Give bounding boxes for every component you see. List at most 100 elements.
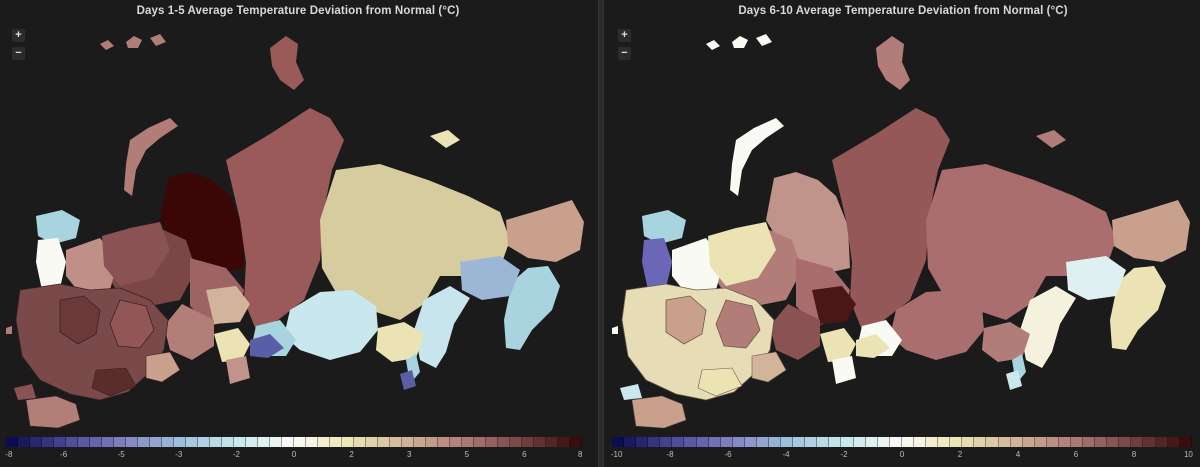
legend-tick-label: 4 xyxy=(1015,450,1021,459)
legend-swatch xyxy=(462,437,474,447)
region-altai[interactable] xyxy=(214,328,250,362)
region-ural[interactable] xyxy=(109,299,155,349)
region-magadan[interactable] xyxy=(1066,256,1126,300)
region-murmansk[interactable] xyxy=(36,210,80,244)
region-tomsk[interactable] xyxy=(812,286,856,324)
legend-swatch xyxy=(744,437,757,447)
legend-swatch xyxy=(636,437,649,447)
region-orenburg[interactable] xyxy=(91,367,137,397)
region-crimea-south[interactable] xyxy=(620,384,642,400)
region-novosibirsk[interactable] xyxy=(770,304,820,360)
region-yakutia[interactable] xyxy=(926,164,1116,320)
legend-swatch xyxy=(186,437,198,447)
legend-swatch xyxy=(414,437,426,447)
region-south-ural[interactable] xyxy=(751,351,787,383)
legend-swatch xyxy=(648,437,661,447)
region-khabarovsk[interactable] xyxy=(1020,286,1076,368)
region-tuva[interactable] xyxy=(250,334,284,358)
legend-swatch xyxy=(474,437,486,447)
russia-region-map xyxy=(612,34,1190,429)
region-chukotka[interactable] xyxy=(1112,200,1190,262)
region-kaliningrad[interactable] xyxy=(612,326,618,334)
zoom-in-button[interactable]: + xyxy=(618,29,631,42)
region-chukotka[interactable] xyxy=(506,200,584,262)
region-magadan[interactable] xyxy=(460,256,520,300)
region-novaya-zemlya[interactable] xyxy=(124,118,178,196)
region-irkutsk[interactable] xyxy=(890,290,984,360)
region-volga[interactable] xyxy=(665,295,707,345)
region-wrangel[interactable] xyxy=(1036,130,1066,148)
region-tomsk[interactable] xyxy=(206,286,250,324)
region-kamchatka[interactable] xyxy=(504,266,560,350)
zoom-out-button[interactable]: − xyxy=(12,47,25,60)
legend-swatch xyxy=(817,437,830,447)
region-tuva[interactable] xyxy=(856,334,890,358)
region-volga[interactable] xyxy=(59,295,101,345)
legend-swatch xyxy=(660,437,673,447)
region-krasnoyarsk[interactable] xyxy=(832,108,950,330)
legend-swatch xyxy=(6,437,18,447)
region-orenburg[interactable] xyxy=(697,367,743,397)
legend-swatch xyxy=(246,437,258,447)
region-european-russia[interactable] xyxy=(15,283,169,401)
legend-swatch xyxy=(829,437,842,447)
region-south-ural[interactable] xyxy=(145,351,181,383)
region-karelia[interactable] xyxy=(642,238,672,290)
region-severnaya-zemlya[interactable] xyxy=(876,36,910,90)
region-amur[interactable] xyxy=(376,322,424,362)
legend-tick-label: 0 xyxy=(291,450,297,459)
zoom-out-button[interactable]: − xyxy=(618,47,631,60)
legend-swatch xyxy=(54,437,66,447)
legend-swatch xyxy=(438,437,450,447)
legend-swatch xyxy=(913,437,927,447)
color-legend-labels: -10 -8 -6 -4 -2 0 2 4 6 8 10 xyxy=(611,450,1193,462)
region-kamchatka[interactable] xyxy=(1110,266,1166,350)
legend-tick-label: -6 xyxy=(724,450,732,459)
legend-swatch xyxy=(986,437,999,447)
region-franz-josef-islands[interactable] xyxy=(100,34,166,50)
legend-swatch xyxy=(974,437,987,447)
region-wrangel[interactable] xyxy=(430,130,460,148)
legend-tick-label: 2 xyxy=(349,450,354,459)
legend-tick-label: 2 xyxy=(957,450,963,459)
region-kemerovo[interactable] xyxy=(226,356,250,384)
region-franz-josef-islands[interactable] xyxy=(706,34,772,50)
legend-swatch xyxy=(450,437,462,447)
region-krasnoyarsk[interactable] xyxy=(226,108,344,330)
legend-swatch xyxy=(66,437,78,447)
region-primorsky[interactable] xyxy=(400,370,416,390)
region-murmansk[interactable] xyxy=(642,210,686,244)
zoom-in-button[interactable]: + xyxy=(12,29,25,42)
region-khabarovsk[interactable] xyxy=(414,286,470,368)
region-kaliningrad[interactable] xyxy=(6,326,12,334)
region-novaya-zemlya[interactable] xyxy=(730,118,784,196)
legend-swatch xyxy=(546,437,558,447)
region-ural[interactable] xyxy=(715,299,761,349)
legend-swatch xyxy=(732,437,745,447)
region-altai[interactable] xyxy=(820,328,856,362)
region-komi[interactable] xyxy=(102,222,170,286)
legend-swatch xyxy=(534,437,546,447)
region-kemerovo[interactable] xyxy=(832,356,856,384)
legend-tick-label: -3 xyxy=(175,450,183,459)
region-primorsky[interactable] xyxy=(1006,370,1022,390)
region-yakutia[interactable] xyxy=(320,164,510,320)
region-karelia[interactable] xyxy=(36,238,66,290)
legend-swatch xyxy=(306,437,318,447)
legend-swatch xyxy=(162,437,174,447)
region-north-caucasus[interactable] xyxy=(25,395,81,429)
legend-tick-label: -4 xyxy=(782,450,790,459)
region-amur[interactable] xyxy=(982,322,1030,362)
region-north-caucasus[interactable] xyxy=(631,395,687,429)
color-legend-bar xyxy=(6,437,582,447)
region-novosibirsk[interactable] xyxy=(164,304,214,360)
legend-swatch xyxy=(781,437,794,447)
legend-swatch xyxy=(1034,437,1047,447)
region-irkutsk[interactable] xyxy=(284,290,378,360)
region-european-russia[interactable] xyxy=(621,283,775,401)
legend-swatch xyxy=(1155,437,1168,447)
region-crimea-south[interactable] xyxy=(14,384,36,400)
region-severnaya-zemlya[interactable] xyxy=(270,36,304,90)
legend-swatch xyxy=(1095,437,1108,447)
region-komi[interactable] xyxy=(708,222,776,286)
